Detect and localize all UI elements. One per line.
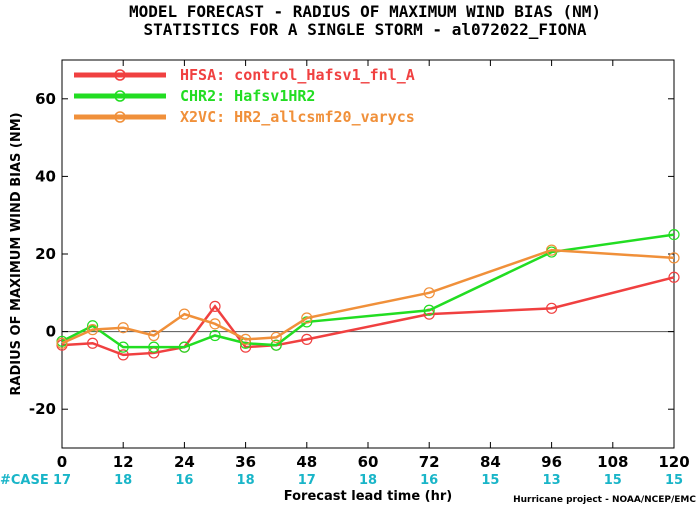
x-tick-label: 60 [358,453,379,471]
case-count: 15 [665,473,683,488]
x-tick-label: 0 [57,453,67,471]
x-tick-label: 108 [597,453,628,471]
credit-text: Hurricane project - NOAA/NCEP/EMC [513,495,696,505]
case-count: 18 [114,473,132,488]
y-tick-label: 0 [46,323,56,341]
x-tick-label: 24 [174,453,195,471]
y-tick-label: 60 [35,90,56,108]
legend-label: CHR2: Hafsv1HR2 [180,87,315,105]
data-point [209,318,221,330]
data-point [423,304,435,316]
data-point [240,333,252,345]
case-counts: 17 18 16 18 17 18 16 15 13 15 15 [53,473,683,488]
x-tick-label: 96 [541,453,562,471]
data-point [668,252,680,264]
legend-label: X2VC: HR2_allcsmf20_varycs [180,108,415,126]
series-line [61,248,675,345]
x-axis-title: Forecast lead time (hr) [284,489,452,504]
data-point [117,322,129,334]
data-point [117,349,129,361]
data-point [270,339,282,351]
data-point [209,300,221,312]
data-point [86,324,99,336]
x-tick-label: 72 [419,453,440,471]
x-tick-label: 48 [296,453,317,471]
case-count: 15 [481,473,499,488]
data-point [148,341,160,353]
y-tick-label: 20 [35,245,56,263]
data-point [178,308,190,320]
case-count: 16 [420,473,438,488]
legend-marker [114,111,126,123]
data-point [178,341,190,353]
x-axis: 0 12 24 36 48 60 72 84 96 108 120 [57,60,690,471]
x-tick-label: 120 [658,453,689,471]
legend-label: HFSA: control_Hafsv1_fnl_A [180,66,415,84]
data-point [545,244,558,256]
data-point [117,341,129,353]
case-label: #CASE [0,473,49,488]
data-point [545,302,558,314]
data-point [423,287,435,299]
case-count: 17 [53,473,71,488]
chart-subtitle: STATISTICS FOR A SINGLE STORM - al072022… [143,20,586,39]
series-line [61,233,675,349]
data-point [270,331,282,344]
data-point [668,229,680,241]
case-count: 18 [359,473,377,488]
case-count: 18 [237,473,255,488]
legend-marker [114,69,126,81]
data-point [301,312,313,324]
data-point [301,333,313,345]
legend-marker [114,90,126,102]
x-tick-label: 12 [113,453,134,471]
case-count: 13 [543,473,561,488]
y-axis-title: RADIUS OF MAXIMUM WIND BIAS (NM) [9,112,24,395]
x-tick-label: 36 [235,453,256,471]
case-count: 16 [175,473,193,488]
data-point [56,337,68,349]
y-tick-label: -20 [29,400,56,418]
x-tick-label: 84 [480,453,501,471]
data-point [148,329,160,342]
data-point [668,271,680,283]
chart-title: MODEL FORECAST - RADIUS OF MAXIMUM WIND … [129,2,601,21]
case-count: 15 [604,473,622,488]
data-point [86,337,99,349]
case-count: 17 [298,473,316,488]
y-tick-label: 40 [35,167,56,185]
y-axis: -20 0 20 40 60 [29,90,674,418]
legend: HFSA: control_Hafsv1_fnl_A CHR2: Hafsv1HR… [74,66,415,126]
series-layer [56,229,680,361]
data-point [209,329,221,342]
